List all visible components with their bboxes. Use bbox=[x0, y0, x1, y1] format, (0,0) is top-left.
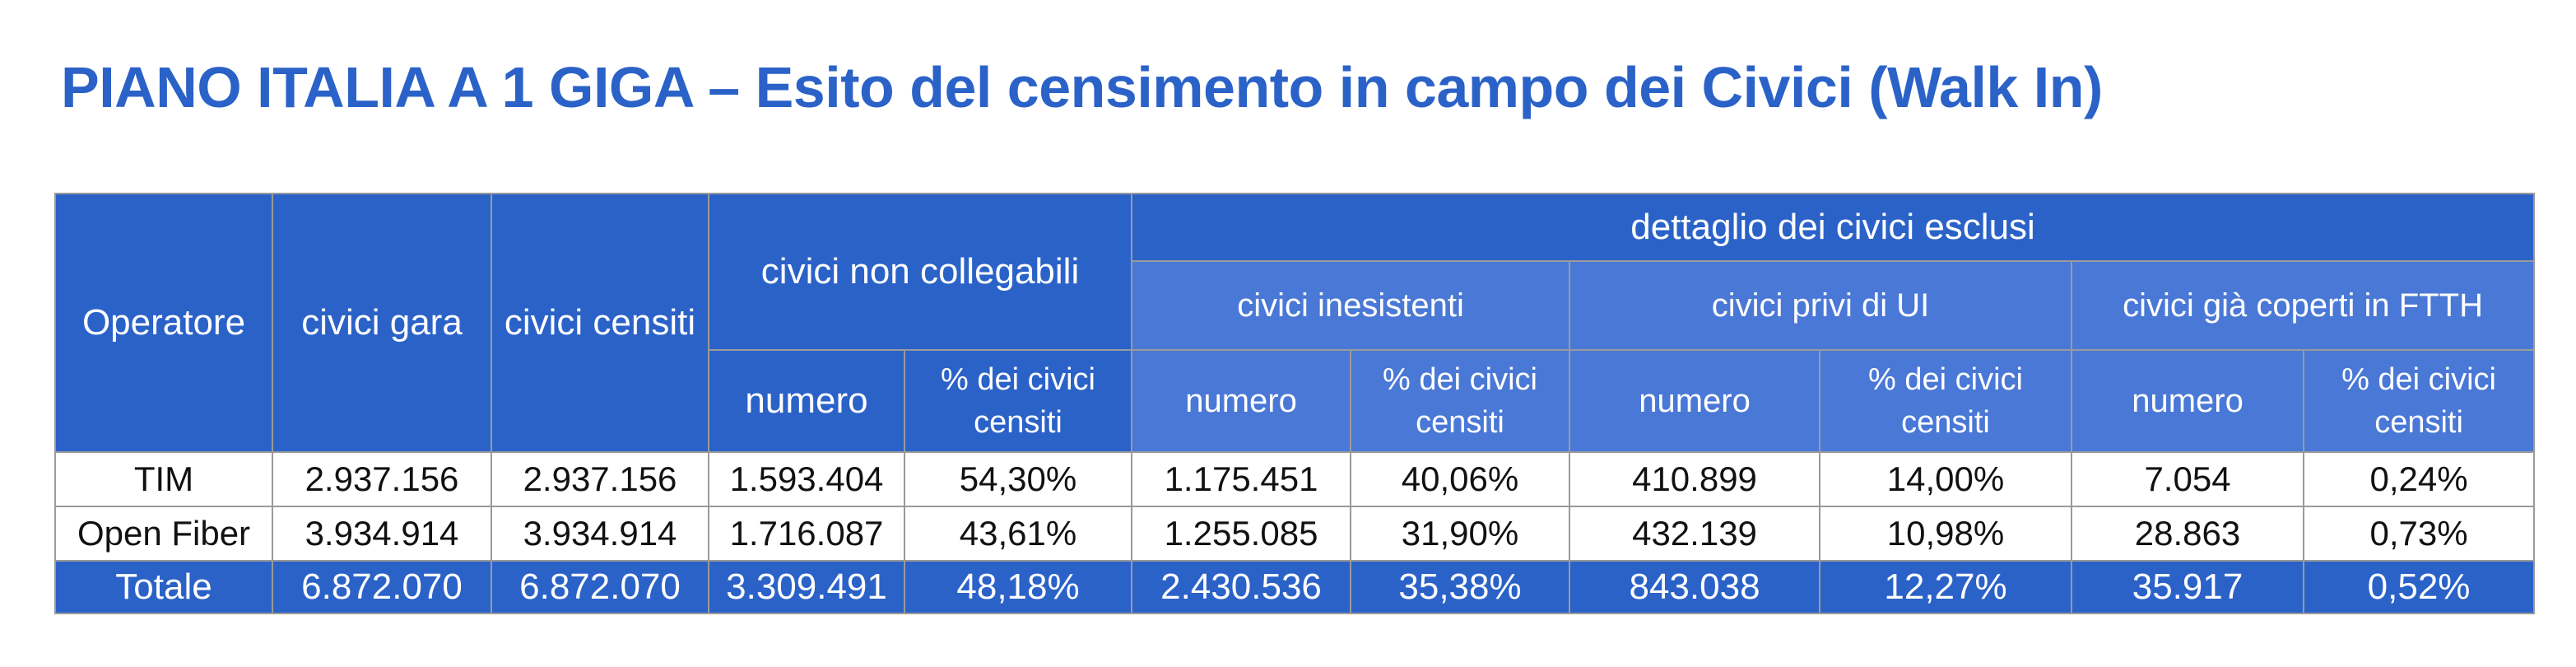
header-privi-numero: numero bbox=[1569, 349, 1821, 453]
header-dettaglio-esclusi: dettaglio dei civici esclusi bbox=[1131, 193, 2536, 262]
cell-nc-numero: 1.716.087 bbox=[708, 506, 905, 562]
cell-nc-percent: 48,18% bbox=[903, 560, 1133, 614]
cell-privi-numero: 410.899 bbox=[1569, 451, 1821, 507]
total-row: Totale 6.872.070 6.872.070 3.309.491 48,… bbox=[54, 560, 2536, 614]
table-row: TIM 2.937.156 2.937.156 1.593.404 54,30%… bbox=[54, 451, 2536, 507]
header-civici-gia-coperti: civici già coperti in FTTH bbox=[2071, 260, 2536, 351]
cell-civici-gara: 2.937.156 bbox=[272, 451, 492, 507]
cell-nc-percent: 54,30% bbox=[903, 451, 1133, 507]
cell-ines-numero: 1.255.085 bbox=[1131, 506, 1352, 562]
cell-privi-numero: 432.139 bbox=[1569, 506, 1821, 562]
page-title: PIANO ITALIA A 1 GIGA – Esito del censim… bbox=[61, 55, 2103, 119]
cell-coperti-numero: 35.917 bbox=[2071, 560, 2305, 614]
header-civici-non-collegabili: civici non collegabili bbox=[707, 193, 1133, 351]
cell-coperti-numero: 7.054 bbox=[2071, 451, 2305, 507]
header-civici-inesistenti: civici inesistenti bbox=[1131, 260, 1571, 351]
header-civici-privi-ui: civici privi di UI bbox=[1569, 260, 2073, 351]
cell-coperti-percent: 0,24% bbox=[2303, 451, 2536, 507]
cell-privi-percent: 14,00% bbox=[1819, 451, 2073, 507]
cell-coperti-percent: 0,52% bbox=[2303, 560, 2536, 614]
census-table: Operatore civici gara civici censiti civ… bbox=[54, 193, 2536, 614]
cell-coperti-numero: 28.863 bbox=[2071, 506, 2305, 562]
cell-civici-censiti: 6.872.070 bbox=[491, 560, 709, 614]
cell-operatore: Totale bbox=[54, 560, 273, 614]
cell-civici-censiti: 3.934.914 bbox=[491, 506, 709, 562]
cell-privi-percent: 10,98% bbox=[1819, 506, 2073, 562]
cell-ines-numero: 2.430.536 bbox=[1131, 560, 1352, 614]
cell-operatore: Open Fiber bbox=[54, 506, 273, 562]
cell-ines-percent: 35,38% bbox=[1350, 560, 1571, 614]
header-coperti-numero: numero bbox=[2071, 349, 2305, 453]
cell-ines-percent: 40,06% bbox=[1350, 451, 1571, 507]
header-ines-numero: numero bbox=[1131, 349, 1352, 453]
header-nc-percent: % dei civici censiti bbox=[903, 349, 1133, 453]
cell-privi-numero: 843.038 bbox=[1569, 560, 1821, 614]
cell-civici-gara: 3.934.914 bbox=[272, 506, 492, 562]
header-ines-percent: % dei civici censiti bbox=[1350, 349, 1571, 453]
cell-operatore: TIM bbox=[54, 451, 273, 507]
cell-nc-numero: 3.309.491 bbox=[708, 560, 905, 614]
header-nc-numero: numero bbox=[708, 349, 905, 453]
header-privi-percent: % dei civici censiti bbox=[1819, 349, 2073, 453]
cell-coperti-percent: 0,73% bbox=[2303, 506, 2536, 562]
cell-civici-gara: 6.872.070 bbox=[272, 560, 492, 614]
table-row: Open Fiber 3.934.914 3.934.914 1.716.087… bbox=[54, 506, 2536, 562]
cell-privi-percent: 12,27% bbox=[1819, 560, 2073, 614]
header-civici-censiti: civici censiti bbox=[491, 193, 709, 453]
header-civici-gara: civici gara bbox=[272, 193, 492, 453]
cell-nc-percent: 43,61% bbox=[903, 506, 1133, 562]
cell-ines-percent: 31,90% bbox=[1350, 506, 1571, 562]
header-coperti-percent: % dei civici censiti bbox=[2303, 349, 2536, 453]
cell-civici-censiti: 2.937.156 bbox=[491, 451, 709, 507]
cell-nc-numero: 1.593.404 bbox=[708, 451, 905, 507]
cell-ines-numero: 1.175.451 bbox=[1131, 451, 1352, 507]
header-operatore: Operatore bbox=[54, 193, 273, 453]
